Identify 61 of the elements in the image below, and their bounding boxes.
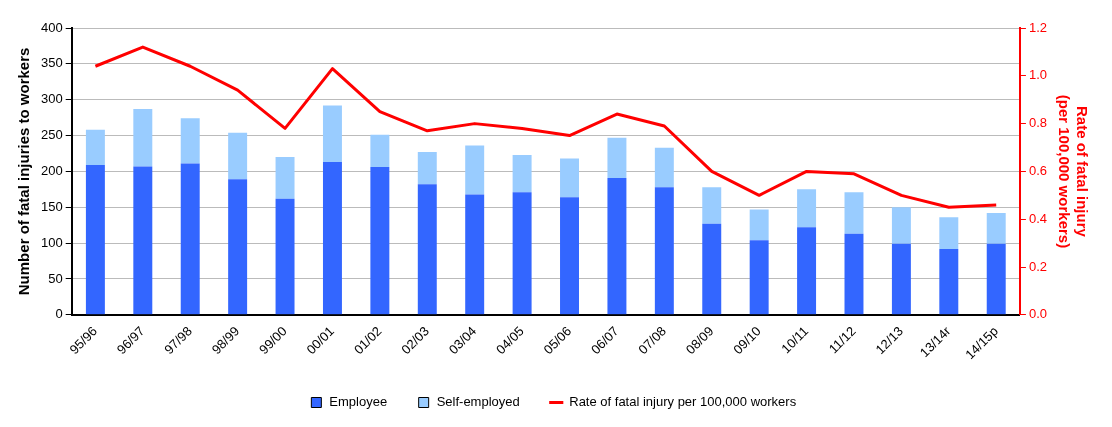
bar (607, 177, 627, 315)
bar (133, 109, 153, 167)
bar (844, 192, 864, 234)
bar (322, 162, 342, 315)
y-tick-label: 300 (40, 91, 63, 107)
bar (986, 213, 1006, 244)
y-tick-label: 400 (40, 19, 63, 35)
bar (702, 223, 722, 315)
bar (228, 179, 248, 315)
legend-label: Rate of fatal injury per 100,000 workers (569, 394, 797, 410)
bar (844, 233, 864, 315)
bar (939, 248, 959, 315)
bar (702, 187, 722, 224)
y-tick-label: 200 (40, 163, 63, 178)
y-tick-label: 100 (40, 234, 63, 250)
legend-label: Employee (329, 394, 388, 410)
y2-tick-label: 0.6 (1028, 163, 1048, 178)
bar (417, 152, 437, 185)
y2-axis-title: Rate of fatal injury (per 100,000 workers) (1055, 94, 1091, 249)
y2-tick-label: 0.4 (1028, 210, 1048, 226)
bar (133, 166, 153, 315)
bar (749, 209, 769, 241)
bar (797, 189, 817, 228)
y-tick-label: 150 (40, 198, 63, 214)
y2-tick-label: 1.0 (1028, 67, 1048, 83)
y-tick-label: 0 (55, 306, 63, 322)
y-axis-title: Number of fatal injuries to workers (15, 47, 33, 296)
bar (180, 163, 200, 315)
y2-tick-label: 1.2 (1028, 19, 1048, 35)
bar (560, 158, 579, 198)
y2-tick-label: 0.0 (1028, 306, 1048, 322)
bar (891, 243, 911, 315)
bar (275, 198, 295, 315)
bar (85, 129, 105, 165)
y-tick-label: 250 (40, 127, 63, 143)
y-tick-label: 350 (40, 55, 63, 71)
bar (322, 105, 342, 163)
bar (654, 147, 674, 188)
bar (512, 154, 532, 193)
bar (465, 194, 485, 315)
bar (228, 132, 248, 180)
y2-tick-label: 0.2 (1028, 258, 1048, 274)
bar (891, 207, 911, 244)
bar (370, 167, 390, 315)
bar (939, 217, 959, 249)
legend-label: Self-employed (436, 394, 520, 410)
bar (370, 134, 390, 168)
bar (180, 118, 200, 164)
bar (607, 137, 627, 178)
bar (986, 243, 1006, 315)
bar (512, 192, 532, 315)
y2-tick-label: 0.8 (1028, 115, 1048, 131)
bar (417, 184, 437, 315)
bar (465, 145, 485, 195)
bar (560, 197, 579, 315)
bar (85, 164, 105, 315)
bar (275, 157, 295, 199)
bar (797, 227, 817, 315)
y-tick-label: 50 (48, 270, 63, 286)
bar (654, 187, 674, 315)
bar (749, 240, 769, 315)
